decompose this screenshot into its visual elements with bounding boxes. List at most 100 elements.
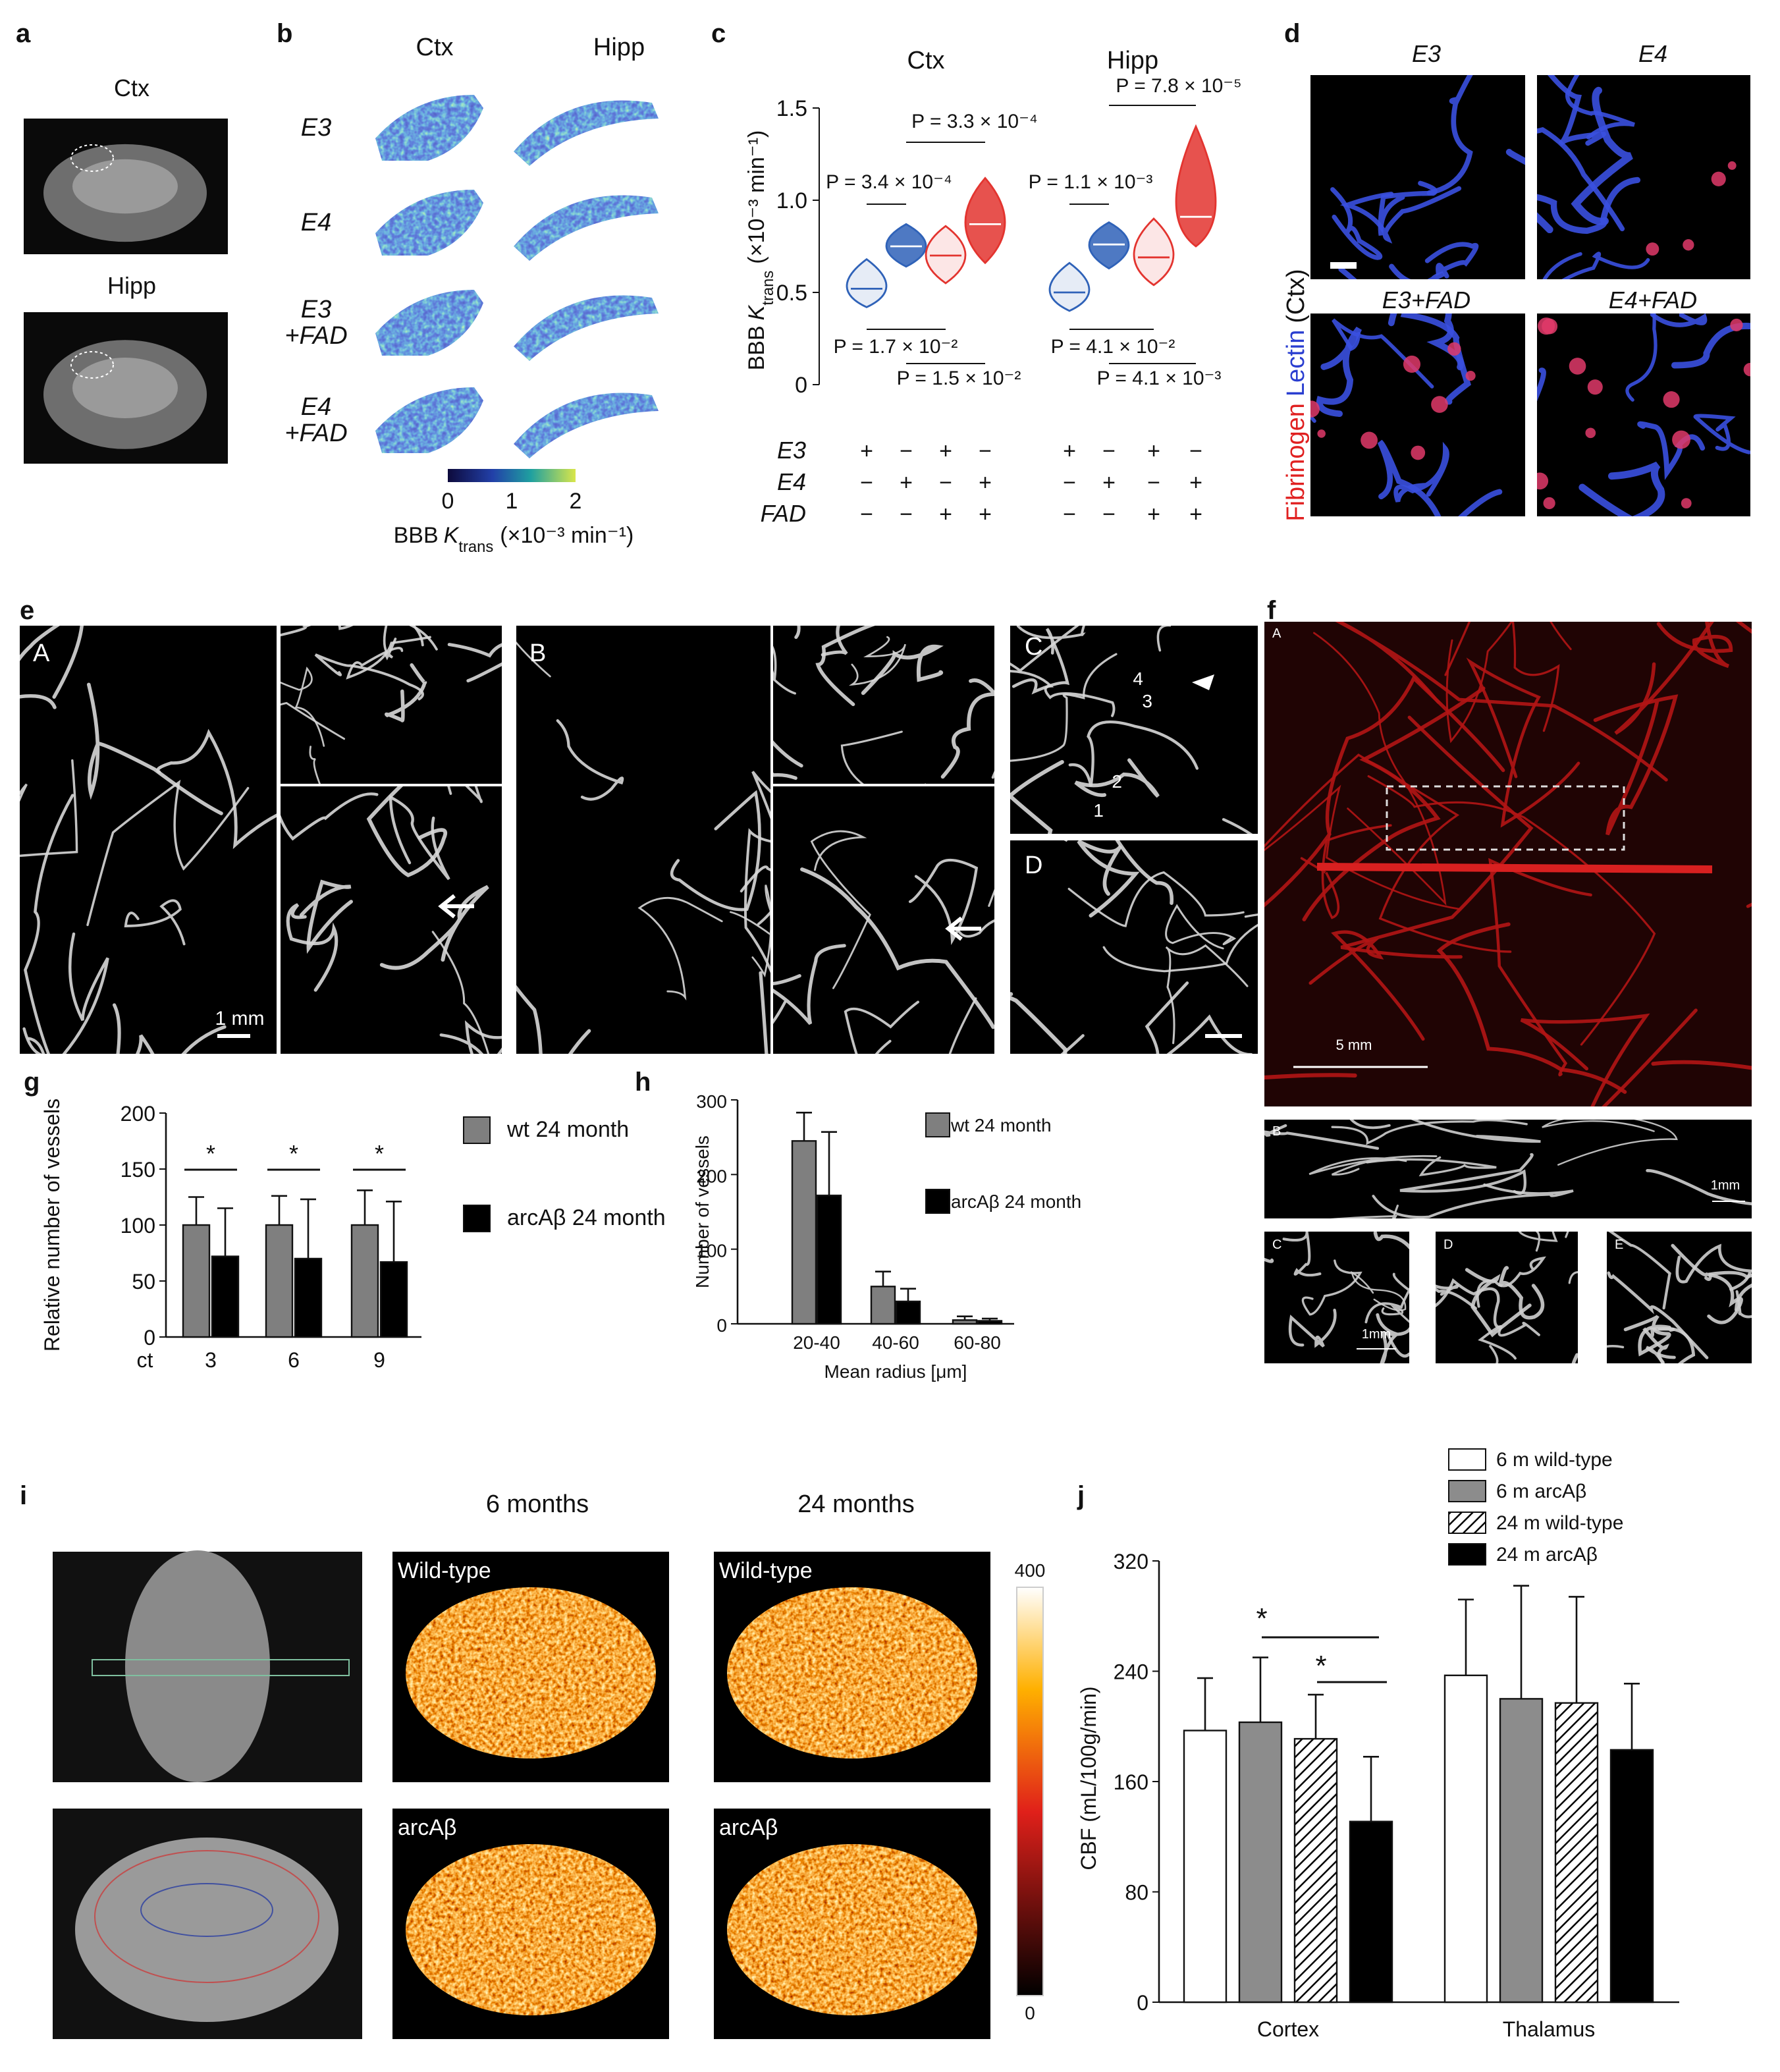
fibrinogen-spot xyxy=(1465,370,1476,381)
y-tick-label: 0 xyxy=(1137,1991,1148,2015)
condition-sign: + xyxy=(860,439,873,464)
image xyxy=(281,786,502,1054)
label-part: (×10⁻³ min⁻¹) xyxy=(500,523,634,548)
vessel xyxy=(1608,1232,1671,1310)
bar xyxy=(350,1224,379,1338)
vessels xyxy=(1264,1120,1752,1218)
brain xyxy=(75,1838,338,2022)
column-label: 24 months xyxy=(797,1490,914,1518)
vessel xyxy=(1339,186,1462,244)
vessel xyxy=(281,792,379,841)
vessel xyxy=(1377,439,1503,516)
y-axis-label: Number of vessels xyxy=(692,1135,713,1288)
vessel xyxy=(1488,858,1592,1077)
row-label-text: E4 +FAD xyxy=(284,394,348,448)
vessel xyxy=(1067,871,1245,927)
fibrinogen xyxy=(1537,317,1750,510)
heatmap xyxy=(406,1587,656,1758)
vessel xyxy=(1444,622,1560,732)
vessel xyxy=(848,636,906,686)
x-axis-lead: ct xyxy=(137,1348,153,1372)
fibrinogen-spot xyxy=(1711,171,1726,186)
y-tick-label: 0 xyxy=(144,1326,155,1350)
vessel xyxy=(1746,902,1752,908)
significance-star: * xyxy=(1256,1602,1267,1635)
label-part: trans xyxy=(759,271,777,306)
y-tick-label: 100 xyxy=(121,1214,155,1238)
vessel xyxy=(1614,622,1752,735)
scale-bar-label: 1mm xyxy=(1711,1178,1740,1193)
vessel xyxy=(1400,314,1472,405)
fibrinogen-spot xyxy=(1361,431,1378,449)
fibrinogen-spot xyxy=(1743,362,1750,377)
vessel xyxy=(1426,75,1473,196)
bar xyxy=(1609,1749,1654,2004)
panel-letter: h xyxy=(635,1068,651,1097)
vessel xyxy=(1011,628,1070,695)
heatmap xyxy=(727,1587,977,1758)
vessels xyxy=(773,626,994,784)
legend-swatch xyxy=(925,1189,950,1214)
vessels xyxy=(281,786,502,1054)
vessels xyxy=(1310,314,1503,516)
vessel xyxy=(1671,1243,1743,1324)
subpanel-label: A xyxy=(1272,626,1281,641)
condition-label: E4 xyxy=(777,468,806,495)
vessel xyxy=(948,997,977,1054)
legend-swatch xyxy=(1448,1543,1486,1566)
scale-bar-label: 5 mm xyxy=(1336,1037,1372,1053)
vessel xyxy=(1381,1305,1409,1323)
p-value: P = 3.4 × 10⁻⁴ xyxy=(826,171,952,193)
vessels xyxy=(1537,75,1650,279)
heatmap xyxy=(375,290,483,356)
vessel xyxy=(1301,1259,1362,1316)
condition-sign: + xyxy=(1147,439,1160,464)
image xyxy=(773,626,994,784)
heatmap xyxy=(727,1844,977,2015)
condition-sign: − xyxy=(1189,439,1202,464)
vessels xyxy=(1010,626,1253,834)
vessel xyxy=(1388,314,1464,371)
bar xyxy=(952,1319,978,1325)
vessel xyxy=(1476,1256,1546,1308)
brain xyxy=(125,1550,270,1782)
vessel xyxy=(346,636,431,680)
label-part: K xyxy=(444,523,460,548)
vessel xyxy=(908,858,979,945)
vessels xyxy=(20,626,277,1054)
significance-star: * xyxy=(375,1140,384,1167)
legend-label: 24 m arcAβ xyxy=(1496,1544,1598,1566)
subpanel-label: D xyxy=(1025,852,1042,879)
region-label: Ctx xyxy=(907,47,945,74)
roi xyxy=(70,351,114,379)
y-axis-label: Relative number of vessels xyxy=(40,1099,64,1351)
bar xyxy=(294,1257,323,1338)
vessel xyxy=(1264,1124,1380,1150)
bar xyxy=(895,1300,921,1325)
vessel xyxy=(1537,368,1546,401)
slice-box xyxy=(92,1659,350,1676)
vessel xyxy=(1424,242,1479,279)
label-part: Lectin xyxy=(1282,330,1310,396)
row-label-text: E4 xyxy=(300,209,332,237)
brain-inner xyxy=(72,159,178,214)
heatmap xyxy=(514,295,659,361)
vessel xyxy=(956,919,994,938)
vessel xyxy=(1366,1156,1497,1177)
axis-label: BBB Ktrans (×10⁻³ min⁻¹) xyxy=(744,130,777,371)
vessel xyxy=(1335,622,1668,782)
image-title: E3+FAD xyxy=(1382,286,1470,314)
condition-sign: − xyxy=(979,439,992,464)
violin xyxy=(1048,261,1091,312)
vessel xyxy=(1376,1313,1409,1363)
y-tick-label: 160 xyxy=(1114,1770,1148,1794)
vessel xyxy=(1077,840,1140,918)
row-label: E4 xyxy=(300,209,332,237)
vessel xyxy=(1288,1308,1337,1348)
label-part: (Ctx) xyxy=(1282,269,1310,323)
fibrinogen-spot xyxy=(1646,242,1659,256)
vessel xyxy=(309,746,321,784)
vessel xyxy=(1165,904,1237,950)
